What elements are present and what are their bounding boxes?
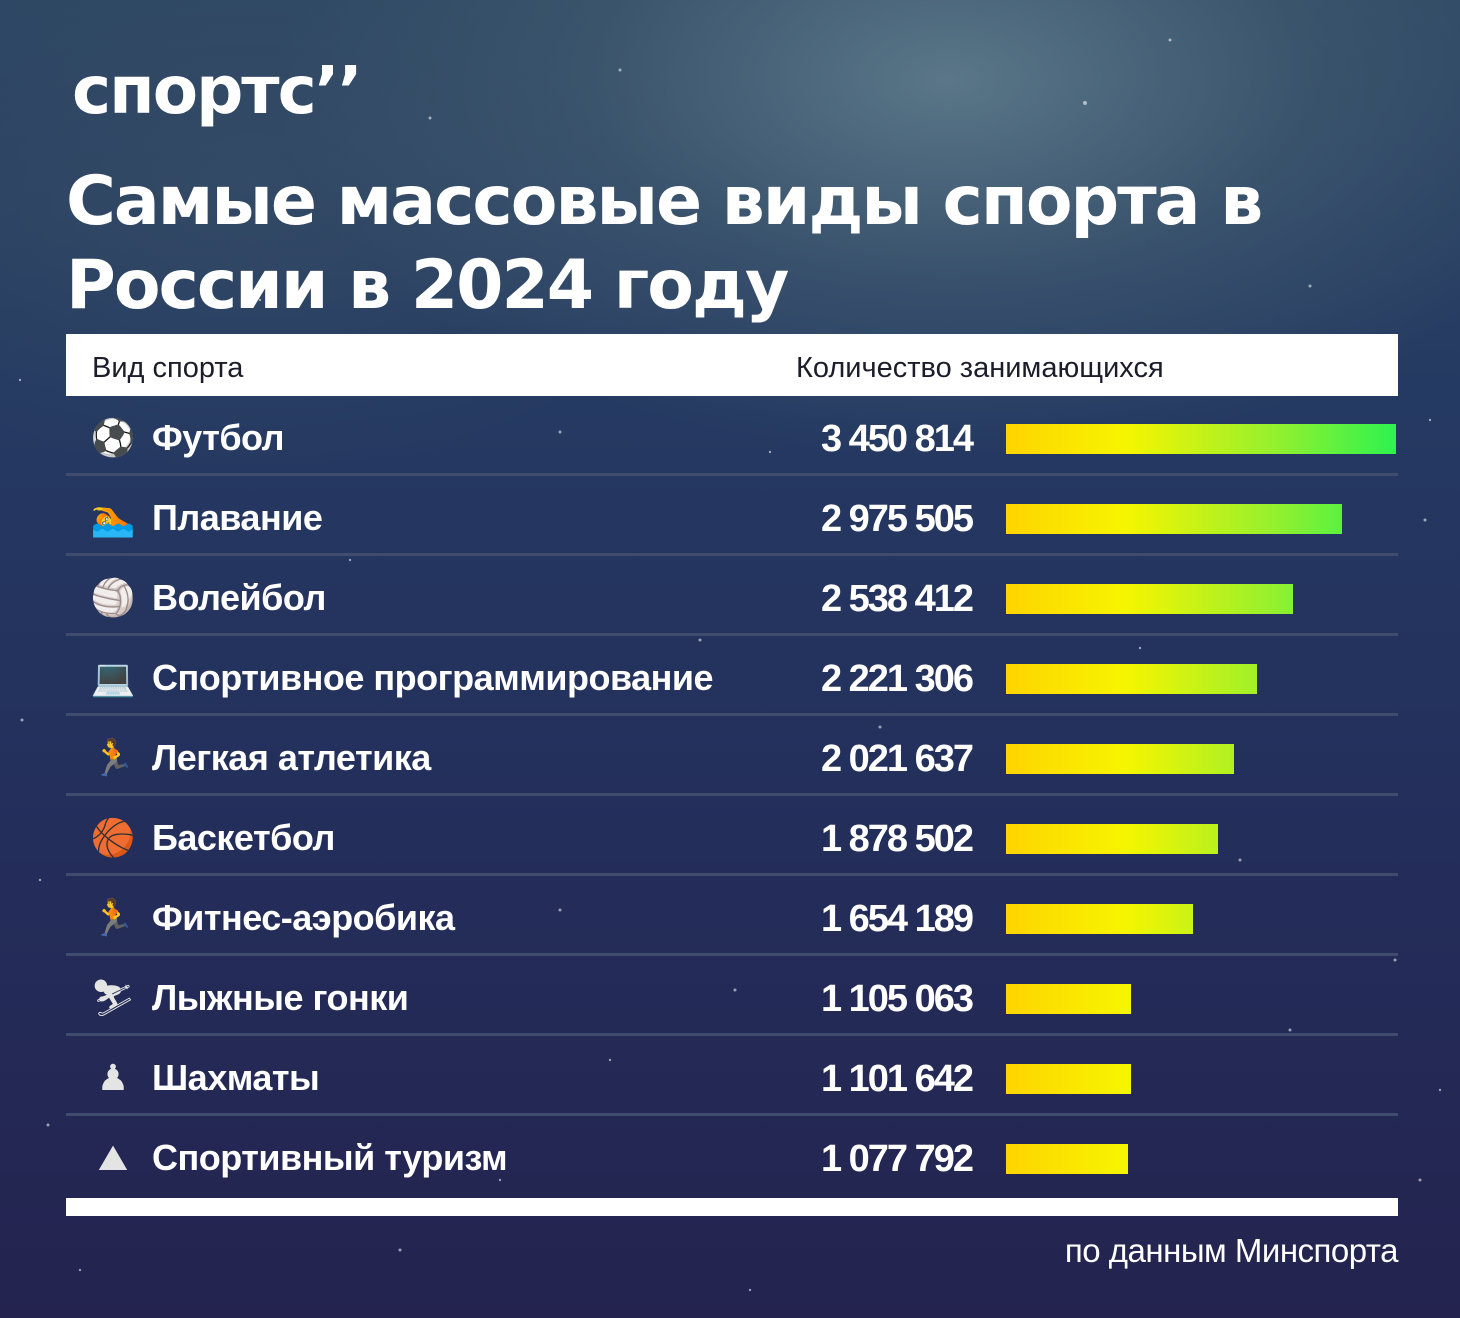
data-label: 3 450 814	[820, 418, 974, 460]
table-row: 💻 Спортивное программирование 2 221 306	[66, 636, 1398, 716]
data-label: 1 878 502	[820, 818, 974, 860]
runner-icon: 🏃	[90, 738, 136, 779]
data-label: 2 021 637	[820, 738, 974, 780]
sport-name: Легкая атлетика	[152, 737, 431, 778]
data-label: 2 221 306	[820, 658, 974, 700]
sport-name: Спортивное программирование	[152, 657, 714, 698]
table-bottom-rule	[66, 1198, 1398, 1216]
soccer-ball-icon: ⚽	[90, 418, 136, 459]
data-label: 1 654 189	[820, 898, 974, 940]
sport-name: Волейбол	[152, 577, 326, 618]
mountain-icon: ⛰	[97, 1138, 129, 1179]
table-row: 🏃 Фитнес-аэробика 1 654 189	[66, 876, 1398, 956]
sport-name: Баскетбол	[152, 817, 335, 858]
brand-logo: спортс’’	[72, 52, 363, 129]
sport-name: Плавание	[152, 497, 323, 538]
table-row: 🏀 Баскетбол 1 878 502	[66, 796, 1398, 876]
bar	[1006, 504, 1342, 534]
table-row: ⚽ Футбол 3 450 814	[66, 396, 1398, 476]
chart-title: Самые массовые виды спорта в России в 20…	[66, 162, 1263, 325]
source-note: по данным Минспорта	[1064, 1232, 1399, 1269]
data-label: 1 077 792	[820, 1138, 974, 1180]
column-header-count: Количество занимающихся	[796, 352, 1164, 384]
data-label: 1 101 642	[820, 1058, 974, 1100]
sport-name: Футбол	[152, 417, 285, 458]
skier-icon: ⛷	[90, 978, 136, 1019]
chart-rows: ⚽ Футбол 3 450 814 🏊 Плавание 2 975 505 🏐 Волей…	[66, 396, 1398, 1196]
chess-pawn-icon: ♟	[96, 1058, 130, 1099]
table-header: Вид спорта Количество занимающихся	[66, 334, 1398, 396]
table-row: 🏊 Плавание 2 975 505	[66, 476, 1398, 556]
table-row: ⛰ Спортивный туризм 1 077 792	[66, 1116, 1398, 1196]
sport-name: Шахматы	[152, 1057, 320, 1098]
bar	[1006, 1064, 1131, 1094]
bar	[1006, 424, 1396, 454]
bar	[1006, 824, 1218, 854]
column-header-sport: Вид спорта	[92, 352, 244, 384]
laptop-icon: 💻	[90, 658, 136, 699]
table-row: 🏃 Легкая атлетика 2 021 637	[66, 716, 1398, 796]
bar	[1006, 664, 1257, 694]
sport-name: Фитнес-аэробика	[152, 897, 455, 938]
bar	[1006, 984, 1131, 1014]
basketball-icon: 🏀	[90, 818, 136, 859]
data-label: 2 538 412	[820, 578, 974, 620]
volleyball-icon: 🏐	[90, 578, 136, 619]
table-row: ♟ Шахматы 1 101 642	[66, 1036, 1398, 1116]
bar	[1006, 904, 1193, 934]
data-label: 2 975 505	[820, 498, 974, 540]
bar	[1006, 1144, 1128, 1174]
table-row: 🏐 Волейбол 2 538 412	[66, 556, 1398, 636]
bar	[1006, 584, 1293, 614]
runner-icon: 🏃	[90, 898, 136, 939]
data-label: 1 105 063	[820, 978, 974, 1020]
sport-name: Лыжные гонки	[152, 977, 409, 1018]
swimmer-icon: 🏊	[90, 498, 136, 539]
sport-name: Спортивный туризм	[152, 1137, 508, 1178]
bar	[1006, 744, 1234, 774]
table-row: ⛷ Лыжные гонки 1 105 063	[66, 956, 1398, 1036]
